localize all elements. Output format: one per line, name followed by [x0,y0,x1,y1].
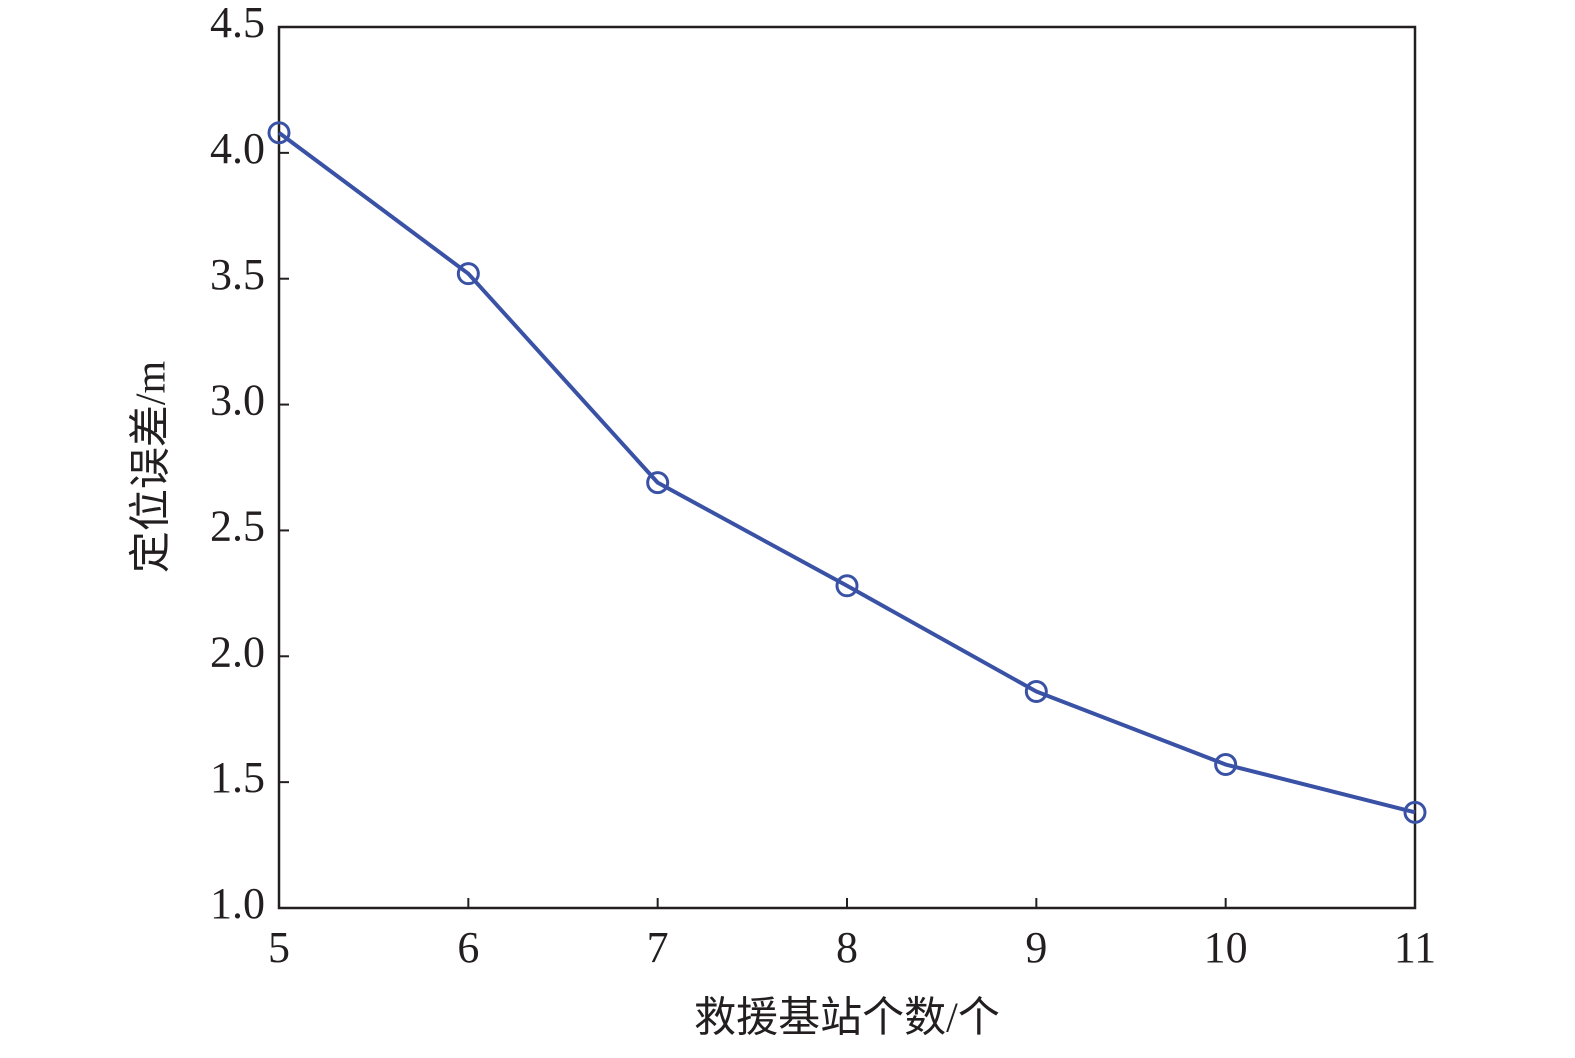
x-tick-label: 9 [1025,923,1047,972]
x-tick-label: 10 [1204,923,1248,972]
data-point [1403,800,1427,824]
y-tick-label: 4.5 [210,0,265,47]
x-axis-title: 救援基站个数/个 [694,996,1000,1042]
data-line [277,131,1416,815]
data-point [646,471,670,495]
plot-frame [277,25,1417,910]
y-tick-label: 1.0 [210,879,265,928]
x-tick-label: 7 [647,923,669,972]
x-tick-label: 6 [457,923,479,972]
y-tick-label: 1.5 [210,753,265,802]
data-point [267,121,291,145]
x-tick-label: 11 [1394,923,1436,972]
y-tick-label: 3.5 [210,250,265,299]
y-tick-label: 2.0 [210,627,265,676]
y-tick-label: 4.0 [210,124,265,173]
y-tick-label: 3.0 [210,376,265,425]
y-axis-title: 定位误差/m [128,361,175,574]
data-point [835,574,859,598]
y-tick-label: 2.5 [210,502,265,551]
x-tick-label: 8 [836,923,858,972]
data-point [1024,680,1048,704]
data-point [1214,753,1238,777]
x-tick-label: 5 [268,923,290,972]
data-point [456,262,480,286]
